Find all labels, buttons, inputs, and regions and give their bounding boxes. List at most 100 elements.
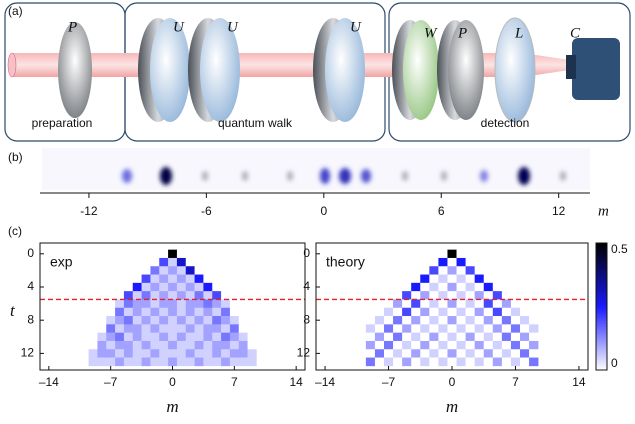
x-tick-label: 0 [449,375,456,389]
heatmap-cell [365,349,376,358]
heatmap-cell [150,316,160,325]
heatmap-cell [194,299,204,309]
colorbar-step [596,264,607,268]
x-tick-label: –14 [39,375,59,389]
heatmap-cell [492,316,503,325]
heatmap-cell [106,340,116,350]
heatmap-cell [501,282,512,292]
heatmap-cell [510,257,521,267]
heatmap-cell [203,349,213,358]
heatmap-cell [402,332,412,342]
colorbar-step [596,268,607,272]
heatmap-cell [447,282,457,292]
heatmap-cell [393,324,403,333]
heatmap-cell [203,340,213,350]
colorbar-step [596,320,607,323]
component-label: U [173,19,185,35]
heatmap-cell [420,316,430,325]
heatmap-cell [483,299,494,309]
heatmap-cell [150,357,160,367]
heatmap-cell [447,274,457,284]
heatmap-cell [501,349,512,358]
heatmap-cell [374,274,385,284]
heatmap-cell [492,332,503,342]
heatmap-cell [123,291,134,300]
heatmap-cell [106,291,116,300]
heatmap-cell [141,249,151,259]
heatmap-cell [115,357,125,367]
heatmap-cell [492,249,503,259]
heatmap-cell [529,357,539,367]
heatmap-cell [97,324,107,333]
heatmap-cell [123,257,134,267]
colorbar-step [596,290,607,294]
colorbar-step [596,274,607,278]
heatmap-cell [384,357,394,367]
heatmap-cell [141,332,151,342]
heatmap-cell [221,274,231,284]
heatmap-cell [447,291,457,300]
colorbar-step [596,338,607,341]
heatmap-cell [168,299,178,309]
heatmap-cell [438,282,448,292]
heatmap-cell [384,249,394,259]
heatmap-cell [194,349,204,358]
x-tick-label: 0 [169,375,176,389]
heatmap-cell [420,266,430,275]
heatmap-cell [247,274,257,284]
heatmap-cell [501,357,512,367]
heatmap-cell [438,316,448,325]
heatmap-cell [115,340,125,350]
heatmap-cell [529,324,539,333]
colorbar-step [596,294,607,298]
heatmap-cell [456,266,466,275]
section-label: quantum walk [218,116,293,130]
heatmap-cell [411,316,421,325]
heatmap-cell [212,307,222,317]
x-tick-label: 7 [512,375,519,389]
colorbar-step [596,276,607,280]
heatmap-cell [168,332,178,342]
heatmap-cell [97,332,107,342]
heatmap-cell [402,307,412,317]
colorbar-step [596,336,607,339]
heatmap-cell [123,332,134,342]
heatmap-cell [501,340,512,350]
heatmap-cell [438,307,448,317]
heatmap-cell [420,324,430,333]
y-tick-label: 4 [27,279,34,293]
heatmap-cell [438,349,448,358]
heatmap-cell [194,340,204,350]
colorbar-step [596,332,607,335]
heatmap-cell [365,291,376,300]
heatmap-cell [212,349,222,358]
heatmap-cell [393,307,403,317]
heatmap-cell [402,340,412,350]
heatmap-cell [229,249,240,259]
heatmap-cell [203,274,213,284]
colorbar-step [596,352,607,355]
heatmap-cell [447,257,457,267]
heatmap-cell [510,282,521,292]
heatmap-cell [438,357,448,367]
heatmap-cell [141,340,151,350]
colorbar-step [596,328,607,331]
heatmap-cell [221,332,231,342]
heatmap-cell [247,340,257,350]
heatmap-cell [97,357,107,367]
heatmap-cell [474,257,485,267]
heatmap-cell [483,316,494,325]
heatmap-cell [429,332,439,342]
heatmap-cell [465,257,475,267]
heatmap-cell [203,332,213,342]
heatmap-cell [247,257,257,267]
heatmap-cell [365,340,376,350]
colorbar-step [596,300,607,304]
heatmap-cell [221,257,231,267]
heatmap-cell [501,257,512,267]
heatmap-cell [501,316,512,325]
heatmap-cell [115,299,125,309]
heatmap-cell [520,349,530,358]
heatmap-cell [159,316,169,325]
heatmap-cell [438,324,448,333]
